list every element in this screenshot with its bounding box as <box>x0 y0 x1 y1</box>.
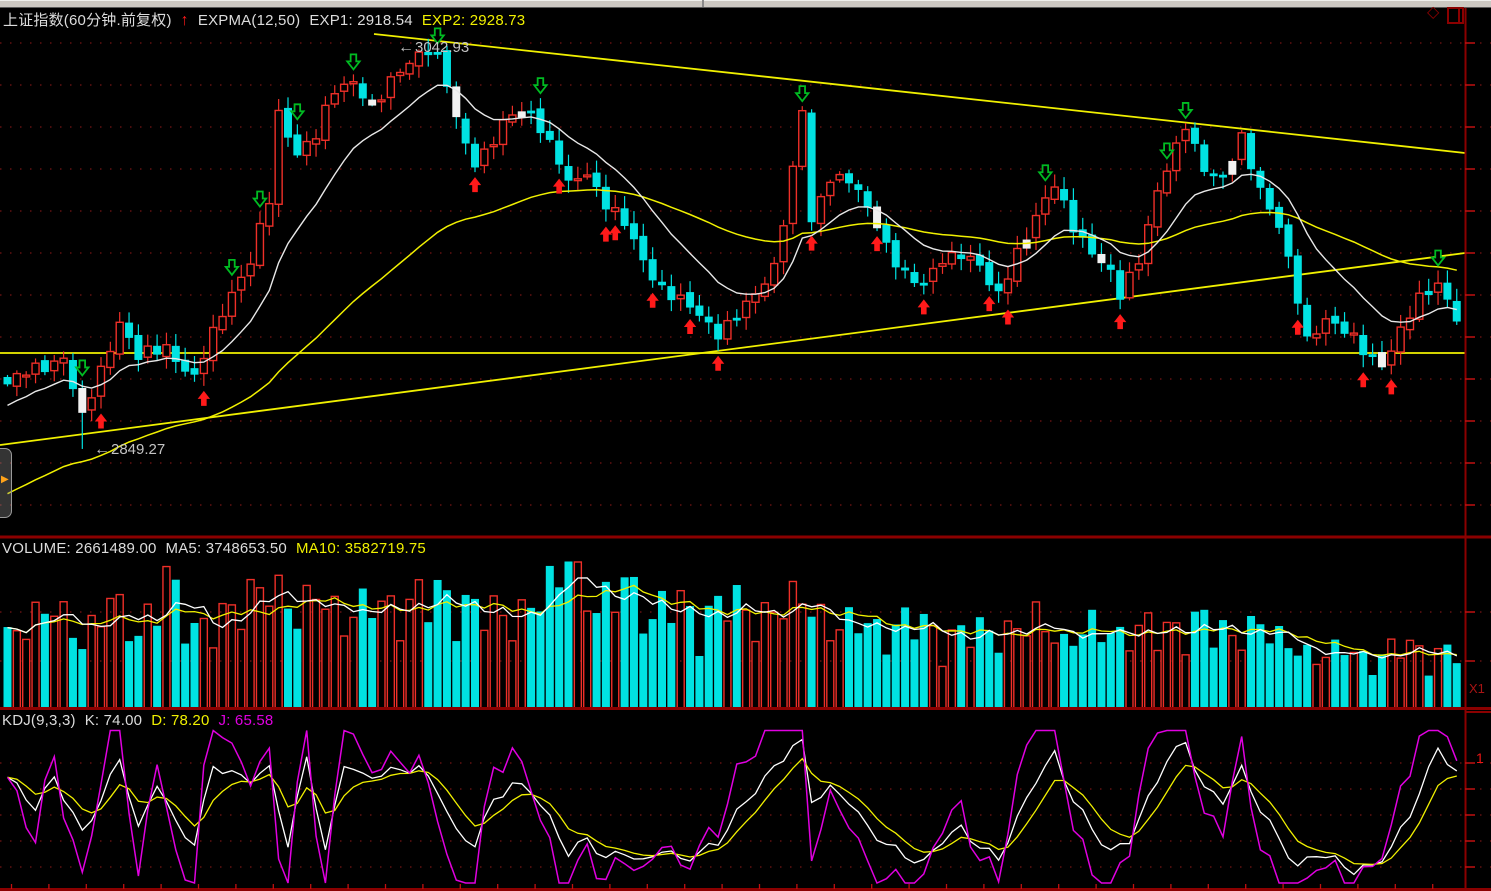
volume-ma10-value: MA10: 3582719.75 <box>295 540 426 557</box>
expand-triangle-icon: ▶ <box>1 474 9 485</box>
kdj-header: KDJ(9,3,3) K: 74.00 D: 78.20 J: 65.58 <box>2 712 282 729</box>
kdj-name: KDJ(9,3,3) <box>2 712 76 729</box>
volume-header: VOLUME: 2661489.00 MA5: 3748653.50 MA10: 3… <box>2 540 435 557</box>
kdj-axis-scale-label: 1 <box>1476 750 1484 766</box>
up-arrow-icon: ↑ <box>180 12 189 29</box>
left-arrow-icon: ← <box>94 441 110 458</box>
kdj-k-value: K: 74.00 <box>84 712 143 729</box>
volume-value: VOLUME: 2661489.00 <box>2 540 157 557</box>
indicator-name: EXPMA(12,50) <box>197 12 301 29</box>
toolbar-bottom-edge <box>0 0 1491 8</box>
instrument-title: 上证指数(60分钟.前复权) <box>3 12 172 29</box>
volume-ma5-value: MA5: 3748653.50 <box>165 540 287 557</box>
window-pane-button[interactable] <box>1447 7 1464 24</box>
left-arrow-icon: ← <box>398 39 414 56</box>
peak-price-label: ←3042.93 <box>398 39 469 57</box>
kdj-j-value: J: 65.58 <box>218 712 274 729</box>
kdj-d-value: D: 78.20 <box>151 712 210 729</box>
exp1-value: EXP1: 2918.54 <box>309 12 413 29</box>
toolbar-separator <box>702 0 704 7</box>
main-chart-header: 上证指数(60分钟.前复权) ↑ EXPMA(12,50) EXP1: 2918.54… <box>3 9 534 30</box>
diamond-button[interactable]: ◇ <box>1427 4 1440 21</box>
peak-price-value: 3042.93 <box>415 39 470 56</box>
exp2-value: EXP2: 2928.73 <box>421 12 526 29</box>
trough-price-label: ←2849.27 <box>94 441 165 459</box>
trough-price-value: 2849.27 <box>111 441 166 458</box>
window-pane-divider <box>1458 9 1460 22</box>
volume-axis-label: X1 <box>1469 681 1485 696</box>
sidebar-collapse-handle[interactable]: ▶ <box>0 448 12 518</box>
